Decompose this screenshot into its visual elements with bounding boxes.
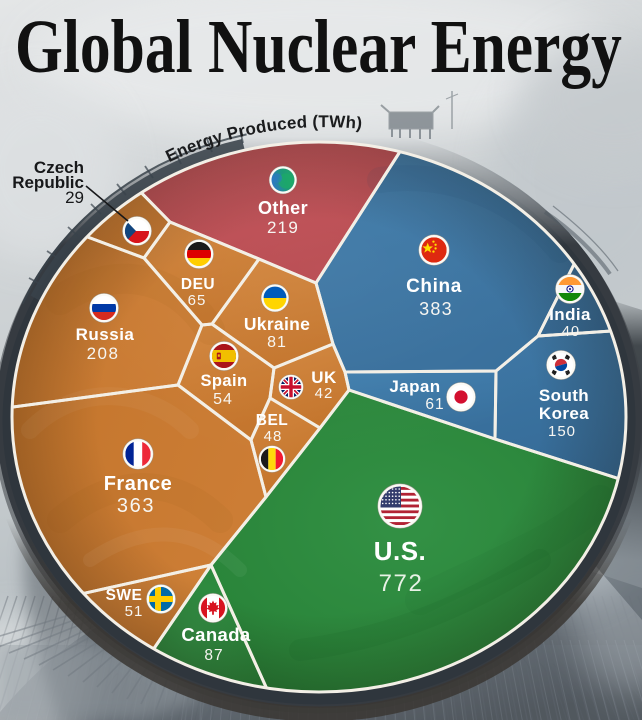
svg-text:Spain: Spain [201, 372, 248, 390]
svg-text:Canada: Canada [181, 624, 251, 645]
svg-text:South: South [539, 386, 589, 405]
svg-text:Ukraine: Ukraine [244, 314, 310, 334]
svg-text:81: 81 [267, 334, 287, 351]
svg-text:Korea: Korea [539, 404, 589, 423]
svg-text:U.S.: U.S. [374, 536, 427, 566]
svg-text:Japan: Japan [389, 377, 440, 396]
svg-text:363: 363 [117, 495, 155, 517]
svg-text:208: 208 [87, 344, 120, 363]
svg-text:772: 772 [379, 570, 424, 597]
svg-text:40: 40 [562, 324, 580, 340]
svg-text:42: 42 [315, 385, 334, 402]
svg-text:India: India [549, 305, 591, 324]
svg-text:87: 87 [204, 647, 223, 664]
svg-text:48: 48 [264, 428, 283, 445]
svg-text:China: China [406, 276, 462, 297]
svg-text:DEU: DEU [181, 276, 215, 293]
svg-text:61: 61 [425, 396, 444, 413]
svg-text:54: 54 [213, 391, 233, 408]
svg-text:150: 150 [548, 423, 576, 440]
svg-text:BEL: BEL [256, 412, 289, 429]
svg-text:SWE: SWE [106, 587, 143, 604]
svg-text:51: 51 [125, 603, 144, 620]
svg-text:Other: Other [258, 198, 308, 218]
svg-text:219: 219 [267, 218, 299, 237]
svg-text:65: 65 [188, 292, 207, 309]
svg-text:France: France [104, 473, 173, 495]
svg-text:383: 383 [419, 299, 453, 319]
svg-text:Russia: Russia [76, 325, 135, 344]
svg-text:UK: UK [311, 368, 337, 387]
